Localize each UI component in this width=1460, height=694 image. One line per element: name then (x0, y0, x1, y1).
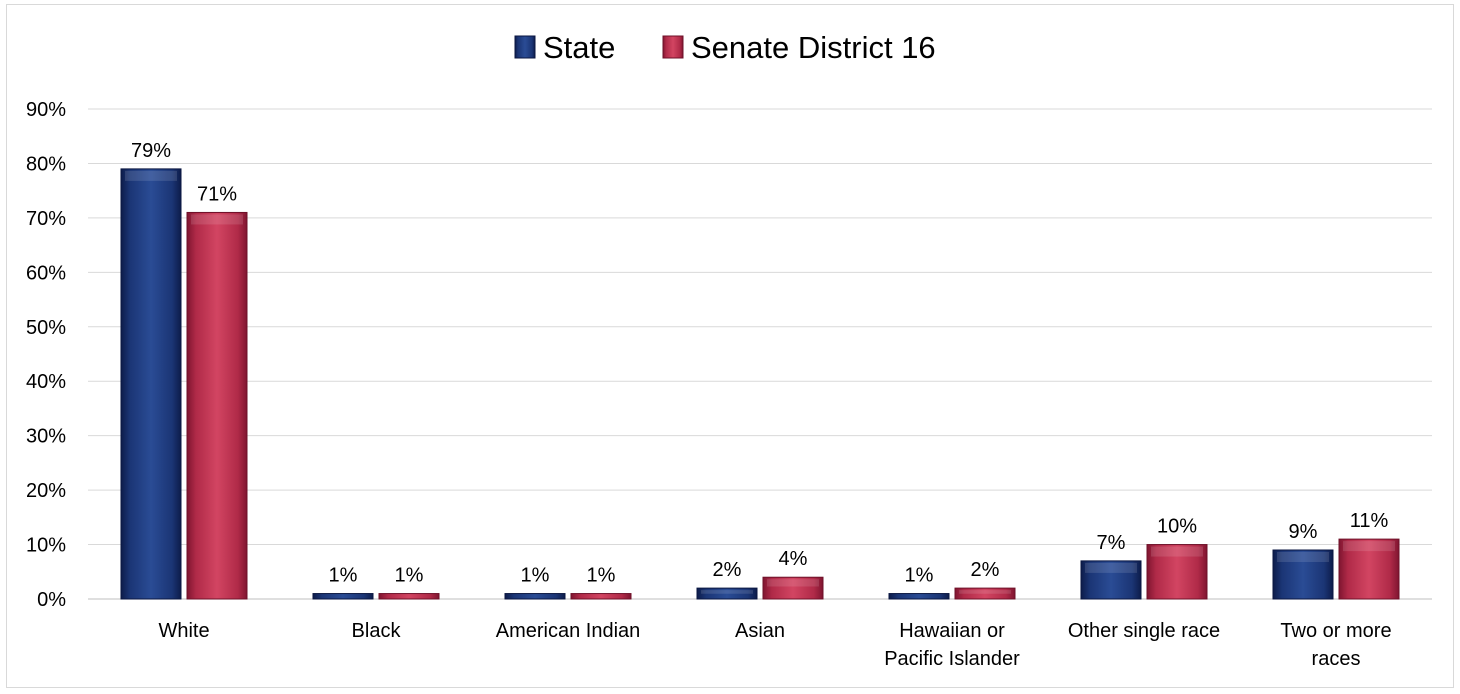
bar-senate-district-16 (570, 593, 632, 600)
y-tick-label: 50% (26, 317, 66, 339)
data-label: 9% (1289, 521, 1318, 543)
data-label: 2% (713, 559, 742, 581)
y-tick-label: 60% (26, 262, 66, 284)
y-tick-label: 90% (26, 99, 66, 121)
grid (88, 108, 1432, 600)
bar-highlight (1277, 552, 1329, 562)
data-label: 1% (905, 565, 934, 587)
data-label: 7% (1097, 532, 1126, 554)
x-tick-label: Pacific Islander (884, 648, 1020, 670)
legend-swatch (514, 35, 536, 59)
y-tick-label: 30% (26, 426, 66, 448)
data-label: 1% (395, 565, 424, 587)
legend-swatch (662, 35, 684, 59)
data-label: 10% (1157, 516, 1197, 538)
bar-senate-district-16 (1338, 538, 1400, 600)
bar-state (120, 168, 182, 600)
x-tick-label: Black (352, 620, 402, 642)
bar-state (696, 587, 758, 600)
bar-highlight (767, 579, 819, 587)
bar-highlight (1085, 562, 1137, 573)
y-axis: 0% 10% 20% 30% 40% 50% 60% 70% 80% 90% (26, 99, 66, 611)
bar-highlight (125, 170, 177, 181)
bar-senate-district-16 (762, 576, 824, 600)
bar-highlight (191, 214, 243, 225)
y-tick-label: 70% (26, 208, 66, 230)
data-label: 1% (587, 565, 616, 587)
data-label: 79% (131, 140, 171, 162)
y-tick-label: 0% (37, 589, 66, 611)
bar-state (888, 593, 950, 600)
x-tick-label: American Indian (496, 620, 641, 642)
bar-state (1272, 549, 1334, 600)
x-tick-label: Two or more (1280, 620, 1391, 642)
y-tick-label: 20% (26, 480, 66, 502)
data-label: 2% (971, 559, 1000, 581)
x-tick-label: Asian (735, 620, 785, 642)
bar-state (312, 593, 374, 600)
legend-label: State (543, 30, 615, 65)
data-label: 1% (329, 565, 358, 587)
bar-highlight (701, 590, 753, 594)
bar-state (504, 593, 566, 600)
legend: State Senate District 16 (514, 30, 936, 65)
legend-label: Senate District 16 (691, 30, 936, 65)
x-tick-label: Other single race (1068, 620, 1220, 642)
bar-highlight (959, 590, 1011, 594)
x-axis: White Black American Indian Asian Hawaiian o… (158, 620, 1391, 670)
data-label: 11% (1350, 510, 1389, 532)
x-tick-label: races (1312, 648, 1361, 670)
bar-senate-district-16 (378, 593, 440, 600)
y-tick-label: 40% (26, 371, 66, 393)
data-label: 71% (197, 183, 237, 205)
y-tick-label: 10% (26, 535, 66, 557)
data-label: 1% (521, 565, 550, 587)
data-label: 4% (779, 548, 808, 570)
bar-senate-district-16 (1146, 544, 1208, 600)
bar-highlight (1343, 541, 1395, 552)
bar-senate-district-16 (186, 211, 248, 600)
y-tick-label: 80% (26, 153, 66, 175)
bar-highlight (1151, 546, 1203, 557)
bar-senate-district-16 (954, 587, 1016, 600)
x-tick-label: Hawaiian or (899, 620, 1005, 642)
bars: 79% 71% 1% 1% 1% 1% 2% 4% 1% 2% 7% 10% 9% 11% (120, 140, 1400, 600)
bar-state (1080, 560, 1142, 600)
x-tick-label: White (158, 620, 209, 642)
